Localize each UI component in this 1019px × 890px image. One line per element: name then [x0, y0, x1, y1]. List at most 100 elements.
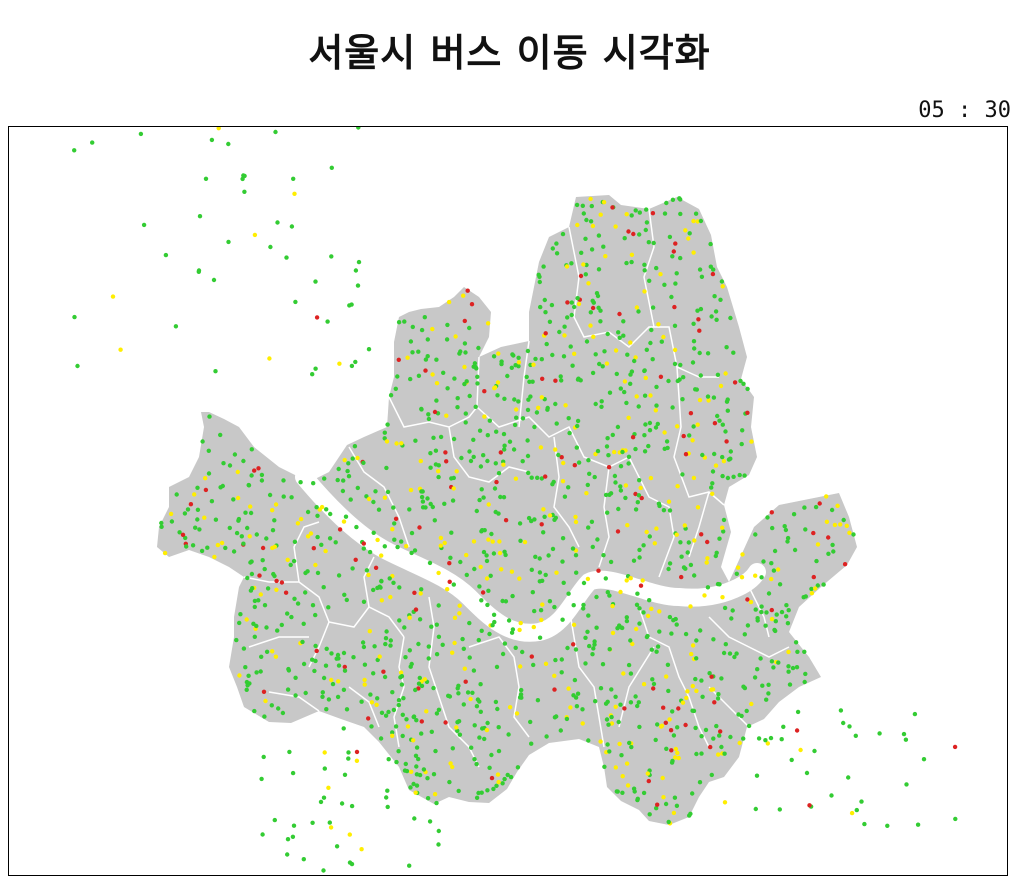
bus-marker: [223, 545, 228, 551]
bus-marker: [342, 664, 347, 670]
bus-marker: [697, 397, 703, 403]
bus-marker: [638, 485, 643, 491]
bus-marker: [369, 724, 374, 729]
bus-marker: [783, 527, 789, 533]
bus-marker: [532, 608, 537, 614]
bus-marker: [592, 639, 597, 644]
bus-marker: [637, 555, 642, 560]
bus-marker: [311, 481, 316, 486]
bus-marker: [324, 646, 329, 651]
bus-marker: [712, 700, 717, 705]
bus-marker: [215, 542, 221, 548]
bus-marker: [541, 507, 546, 512]
bus-marker: [662, 430, 667, 435]
bus-marker: [202, 515, 207, 520]
bus-marker: [614, 371, 619, 377]
bus-marker: [570, 546, 576, 551]
bus-marker: [653, 425, 659, 430]
bus-marker: [461, 702, 466, 707]
bus-marker: [407, 648, 412, 653]
bus-marker: [403, 655, 408, 660]
bus-marker: [704, 560, 709, 565]
bus-marker: [354, 749, 360, 755]
bus-marker: [537, 570, 543, 575]
bus-marker: [781, 724, 786, 729]
bus-marker: [678, 255, 683, 261]
bus-marker: [445, 322, 450, 328]
bus-marker: [763, 623, 768, 628]
bus-marker: [685, 550, 690, 555]
bus-marker: [410, 324, 415, 330]
bus-marker: [350, 566, 355, 571]
seoul-map[interactable]: [9, 127, 1008, 876]
bus-marker: [476, 790, 481, 796]
bus-marker: [664, 746, 669, 751]
bus-marker: [559, 378, 564, 383]
bus-marker: [679, 554, 684, 559]
bus-marker: [634, 602, 640, 607]
bus-marker: [279, 622, 284, 628]
bus-marker: [573, 695, 579, 700]
bus-marker: [665, 445, 670, 451]
bus-marker: [477, 428, 483, 433]
bus-marker: [313, 658, 318, 664]
bus-marker: [679, 574, 684, 580]
bus-marker: [340, 488, 346, 494]
bus-marker: [720, 595, 725, 600]
bus-marker: [643, 422, 648, 427]
bus-marker: [344, 597, 349, 603]
bus-marker: [252, 634, 257, 639]
bus-marker: [354, 758, 360, 763]
bus-marker: [541, 530, 546, 535]
bus-marker: [550, 246, 555, 251]
bus-marker: [598, 308, 603, 313]
bus-marker: [292, 596, 297, 601]
bus-marker: [349, 302, 354, 307]
bus-marker: [362, 662, 368, 667]
bus-marker: [588, 219, 594, 224]
bus-marker: [245, 525, 250, 531]
bus-marker: [622, 389, 627, 395]
bus-marker: [287, 749, 292, 755]
bus-marker: [138, 131, 144, 137]
bus-marker: [674, 622, 679, 627]
bus-marker: [396, 749, 401, 754]
bus-marker: [717, 536, 722, 541]
bus-marker: [846, 775, 851, 780]
bus-marker: [454, 725, 459, 730]
bus-marker: [118, 347, 123, 352]
bus-marker: [741, 381, 746, 386]
bus-marker: [262, 603, 268, 608]
map-frame[interactable]: [8, 126, 1008, 876]
bus-marker: [241, 646, 247, 651]
bus-marker: [408, 339, 414, 344]
bus-marker: [443, 720, 448, 725]
bus-marker: [621, 333, 626, 338]
bus-marker: [589, 203, 594, 209]
bus-marker: [364, 568, 370, 573]
bus-marker: [812, 748, 817, 754]
bus-marker: [696, 317, 701, 322]
bus-marker: [613, 704, 618, 709]
bus-marker: [661, 508, 667, 513]
bus-marker: [75, 363, 80, 369]
bus-marker: [414, 718, 419, 723]
bus-marker: [263, 698, 268, 704]
bus-marker: [595, 537, 600, 542]
bus-marker: [815, 542, 821, 547]
bus-marker: [399, 682, 405, 687]
bus-marker: [670, 405, 675, 410]
bus-marker: [603, 254, 608, 259]
bus-marker: [341, 519, 347, 524]
bus-marker: [403, 761, 408, 767]
bus-marker: [485, 321, 491, 326]
bus-marker: [695, 505, 701, 510]
bus-marker: [285, 852, 290, 857]
bus-marker: [691, 708, 697, 714]
bus-marker: [605, 436, 610, 441]
bus-marker: [286, 668, 292, 673]
bus-marker: [257, 573, 262, 578]
bus-marker: [501, 462, 506, 467]
bus-marker: [589, 247, 595, 252]
bus-marker: [518, 664, 523, 669]
